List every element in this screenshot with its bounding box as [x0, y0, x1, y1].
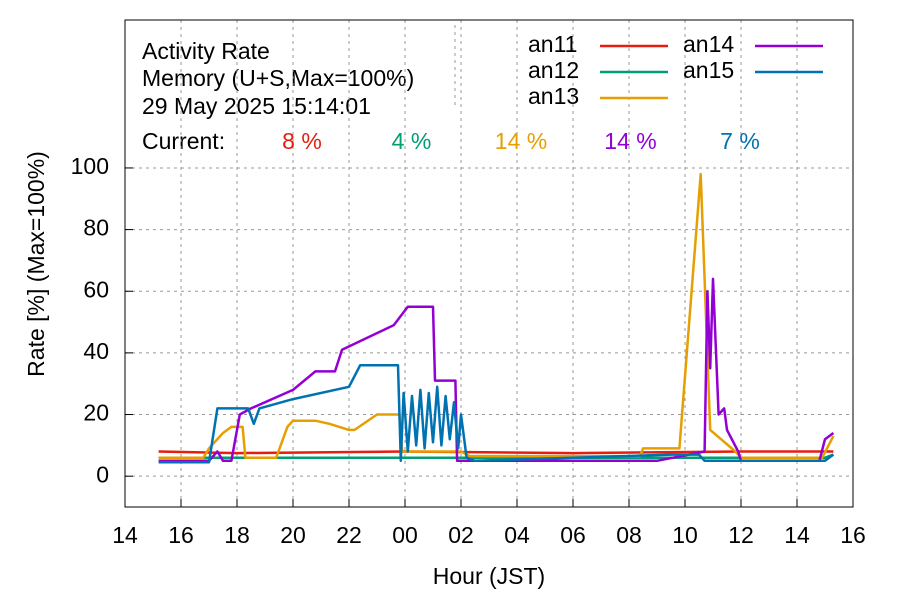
series-line	[158, 172, 835, 459]
x-tick-label: 22	[336, 522, 362, 548]
legend-label: an15	[683, 57, 734, 83]
current-title: Current:	[142, 128, 225, 154]
legend-label: an12	[528, 57, 579, 83]
x-tick-label: 20	[280, 522, 306, 548]
current-value: 4 %	[392, 128, 432, 154]
x-tick-label: 16	[840, 522, 866, 548]
y-tick-label: 100	[71, 153, 109, 179]
legend-label: an13	[528, 83, 579, 109]
x-tick-label: 08	[616, 522, 642, 548]
current-value: 14 %	[495, 128, 547, 154]
x-tick-label: 06	[560, 522, 586, 548]
series-line	[158, 450, 834, 455]
y-tick-label: 0	[96, 461, 109, 487]
y-axis-label: Rate [%] (Max=100%)	[23, 151, 49, 377]
legend-label: an14	[683, 31, 734, 57]
x-tick-label: 04	[504, 522, 530, 548]
series-line	[158, 363, 835, 464]
x-tick-label: 14	[784, 522, 810, 548]
series-line	[158, 277, 835, 463]
x-tick-label: 12	[728, 522, 754, 548]
current-value: 7 %	[720, 128, 760, 154]
x-tick-label: 02	[448, 522, 474, 548]
current-value: 14 %	[604, 128, 656, 154]
y-tick-label: 40	[83, 338, 109, 364]
x-tick-label: 14	[112, 522, 138, 548]
x-axis-label: Hour (JST)	[433, 563, 545, 589]
x-tick-label: 00	[392, 522, 418, 548]
x-tick-label: 10	[672, 522, 698, 548]
plot-frame	[124, 19, 854, 508]
title-line: Activity Rate	[142, 38, 270, 64]
x-tick-label: 18	[224, 522, 250, 548]
y-tick-label: 80	[83, 215, 109, 241]
title-line: Memory (U+S,Max=100%)	[142, 65, 414, 91]
y-tick-label: 20	[83, 400, 109, 426]
y-tick-label: 60	[83, 276, 109, 302]
x-tick-label: 16	[168, 522, 194, 548]
legend-label: an11	[528, 31, 577, 57]
title-line: 29 May 2025 15:14:01	[142, 93, 371, 119]
current-value: 8 %	[282, 128, 322, 154]
